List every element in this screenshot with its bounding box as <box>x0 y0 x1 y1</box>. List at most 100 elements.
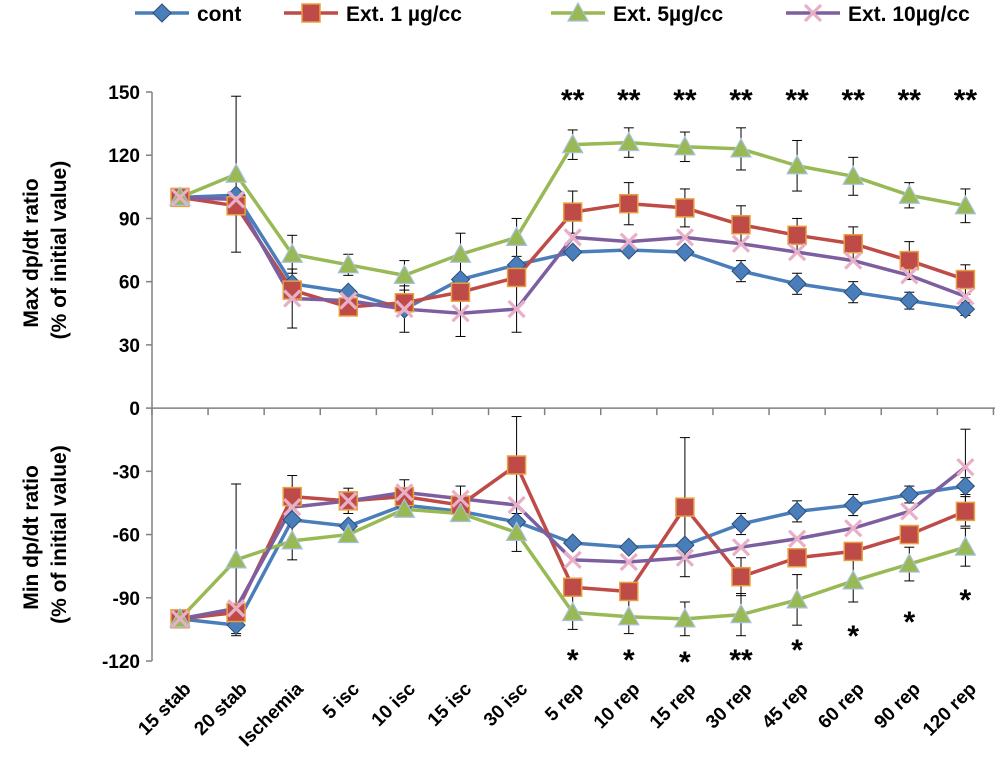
data-point <box>787 501 807 522</box>
data-point <box>505 521 528 542</box>
y-axis-title-bottom: Min dp/dt ratio (% of initial value) <box>20 445 71 624</box>
data-point <box>393 498 416 518</box>
data-point <box>731 514 751 534</box>
data-point <box>899 484 920 505</box>
data-point <box>899 250 920 271</box>
x-tick-label: 60 rep <box>814 679 868 733</box>
significance-label: * <box>623 644 635 677</box>
data-point <box>955 501 976 522</box>
data-point <box>675 242 695 262</box>
data-point <box>561 601 584 622</box>
x-tick-label: 5 rep <box>541 679 588 726</box>
significance-label: ** <box>729 84 753 117</box>
data-point <box>803 3 823 23</box>
data-point <box>731 215 751 235</box>
data-point <box>729 603 753 624</box>
significance-label: ** <box>898 84 922 117</box>
x-tick-label: 10 rep <box>590 679 644 733</box>
data-point <box>675 535 695 555</box>
data-point <box>170 188 190 207</box>
x-tick-label: 90 rep <box>870 679 924 733</box>
data-point <box>337 523 360 544</box>
data-point <box>226 190 246 209</box>
y-axis-title-top: Max dp/dt ratio (% of initial value) <box>20 161 71 340</box>
significance-label: ** <box>785 84 809 117</box>
data-point <box>337 253 360 274</box>
x-tick-label: 10 isc <box>368 678 421 731</box>
data-point <box>954 194 977 215</box>
data-point <box>170 609 190 628</box>
y-tick-label: 60 <box>119 273 140 294</box>
significance-label: ** <box>954 84 978 117</box>
y-tick-label: -90 <box>113 589 140 610</box>
significance-label: ** <box>673 84 697 117</box>
data-point <box>842 165 865 185</box>
data-point <box>619 232 638 251</box>
data-point <box>338 297 359 317</box>
data-point <box>787 243 807 262</box>
data-point <box>956 457 975 477</box>
significance-label: * <box>847 620 859 653</box>
data-point <box>843 495 863 515</box>
data-point <box>619 537 639 557</box>
significance-label: * <box>903 606 915 639</box>
data-point <box>226 602 246 623</box>
data-point <box>225 162 248 183</box>
y-tick-label: -30 <box>113 462 140 483</box>
data-point <box>675 198 695 218</box>
data-point <box>563 228 582 247</box>
data-point <box>339 491 358 510</box>
data-point <box>898 184 921 204</box>
legend-item: Ext. 5µg/cc <box>551 1 723 26</box>
x-tick-label: 30 isc <box>480 678 533 731</box>
data-point <box>152 3 172 23</box>
legend-label: Ext. 1 µg/cc <box>346 3 462 26</box>
x-tick-label: 15 isc <box>424 678 477 731</box>
data-point <box>731 566 751 587</box>
data-point <box>673 607 696 628</box>
significance-annotations: ** ** ** ** ** ** ** *** * * ** * * ** <box>561 84 977 679</box>
legend-item: cont <box>135 3 241 26</box>
x-tick-label: 15 stab <box>134 679 195 740</box>
data-point <box>566 1 590 22</box>
data-point <box>507 299 526 319</box>
data-point <box>393 264 416 284</box>
y-axis-title-bottom-line1: Min dp/dt ratio <box>20 465 43 610</box>
data-point <box>451 489 470 508</box>
data-point <box>619 581 639 602</box>
data-point <box>617 131 640 152</box>
data-point <box>731 538 751 557</box>
data-point <box>675 548 695 567</box>
data-point <box>449 502 472 523</box>
data-point <box>394 292 415 313</box>
y-tick-label: 90 <box>119 209 140 230</box>
x-tick-label: 45 rep <box>758 679 812 733</box>
data-point <box>731 261 751 281</box>
legend-label: Ext. 5µg/cc <box>613 3 723 26</box>
x-tick-label: 30 rep <box>702 679 756 733</box>
data-point <box>787 547 807 568</box>
data-point <box>843 282 863 302</box>
data-point <box>617 605 640 626</box>
data-point <box>898 552 921 573</box>
data-point <box>675 228 695 247</box>
data-point <box>563 550 582 569</box>
data-point <box>899 524 920 545</box>
y-tick-label: 120 <box>108 146 140 167</box>
y-tick-label: -60 <box>113 526 140 547</box>
data-point <box>226 196 246 216</box>
data-point <box>507 495 526 515</box>
data-point <box>954 535 977 556</box>
data-point <box>729 137 753 158</box>
data-point <box>731 234 751 253</box>
data-point <box>282 510 302 530</box>
legend-label: cont <box>197 3 241 26</box>
data-point <box>900 266 919 285</box>
significance-label: ** <box>617 84 641 117</box>
data-point <box>506 267 527 288</box>
y-tick-label: 0 <box>129 399 140 420</box>
data-point <box>301 3 321 23</box>
data-point <box>955 269 976 290</box>
legend-item: Ext. 1 µg/cc <box>284 3 462 26</box>
